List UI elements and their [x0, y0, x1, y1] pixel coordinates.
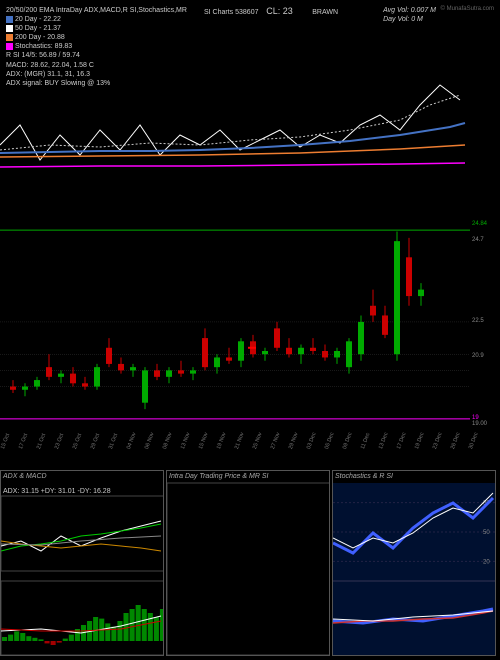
adx-macd-panel[interactable]: ADX & MACD ADX: 31.15 +DY: 31.01 -DY: 16…: [0, 470, 164, 656]
chart-header: 20/50/200 EMA IntraDay ADX,MACD,R SI,Sto…: [4, 4, 496, 76]
svg-text:50: 50: [483, 530, 490, 536]
day-vol: Day Vol: 0 M: [383, 15, 436, 24]
indicator-row: 200 Day - 20.88: [6, 33, 206, 42]
svg-text:ADX: 31.15 +DY: 31.01 -DY: 16.: ADX: 31.15 +DY: 31.01 -DY: 16.28: [3, 488, 111, 495]
candlestick-chart[interactable]: [0, 225, 470, 435]
watermark: © MunafaSutra.com: [441, 6, 494, 14]
panel-title: Intra Day Trading Price & MR SI: [167, 471, 329, 482]
axis-label: 20.9: [472, 353, 484, 359]
indicator-row: 20 Day - 22.22: [6, 15, 206, 24]
indicator-text: R SI 14/5: 56.89 / 59.74: [6, 51, 206, 60]
cl-label: CL: 23: [266, 6, 293, 16]
panel-title: ADX & MACD: [1, 471, 163, 482]
ema-line-chart[interactable]: [0, 75, 470, 205]
panel-title: Stochastics & R SI: [333, 471, 495, 482]
stochastics-panel[interactable]: Stochastics & R SI 205080: [332, 470, 496, 656]
avg-vol: Avg Vol: 0.007 M: [383, 6, 436, 15]
price-axis: 24.8424.722.520.91919.00: [472, 225, 498, 435]
header-title: 20/50/200 EMA IntraDay ADX,MACD,R SI,Sto…: [6, 6, 206, 15]
indicator-text: MACD: 28.62, 22.04, 1.58 C: [6, 61, 206, 70]
axis-label: 22.5: [472, 318, 484, 324]
charts-label: SI Charts 538607: [204, 9, 258, 16]
date-axis: 15 Oct17 Oct21 Oct23 Oct25 Oct29 Oct31 O…: [0, 438, 470, 468]
axis-label: 24.7: [472, 237, 484, 243]
indicator-panels: ADX & MACD ADX: 31.15 +DY: 31.01 -DY: 16…: [0, 470, 496, 656]
axis-label: 24.84: [472, 221, 487, 227]
indicator-row: Stochastics: 89.83: [6, 42, 206, 51]
symbol-brawn: BRAWN: [312, 9, 338, 16]
intraday-panel[interactable]: Intra Day Trading Price & MR SI: [166, 470, 330, 656]
indicator-row: 50 Day - 21.37: [6, 24, 206, 33]
stock-chart-root: 20/50/200 EMA IntraDay ADX,MACD,R SI,Sto…: [0, 0, 500, 660]
axis-label: 19.00: [472, 421, 487, 427]
svg-text:20: 20: [483, 559, 490, 565]
axis-label: 19: [472, 415, 479, 421]
